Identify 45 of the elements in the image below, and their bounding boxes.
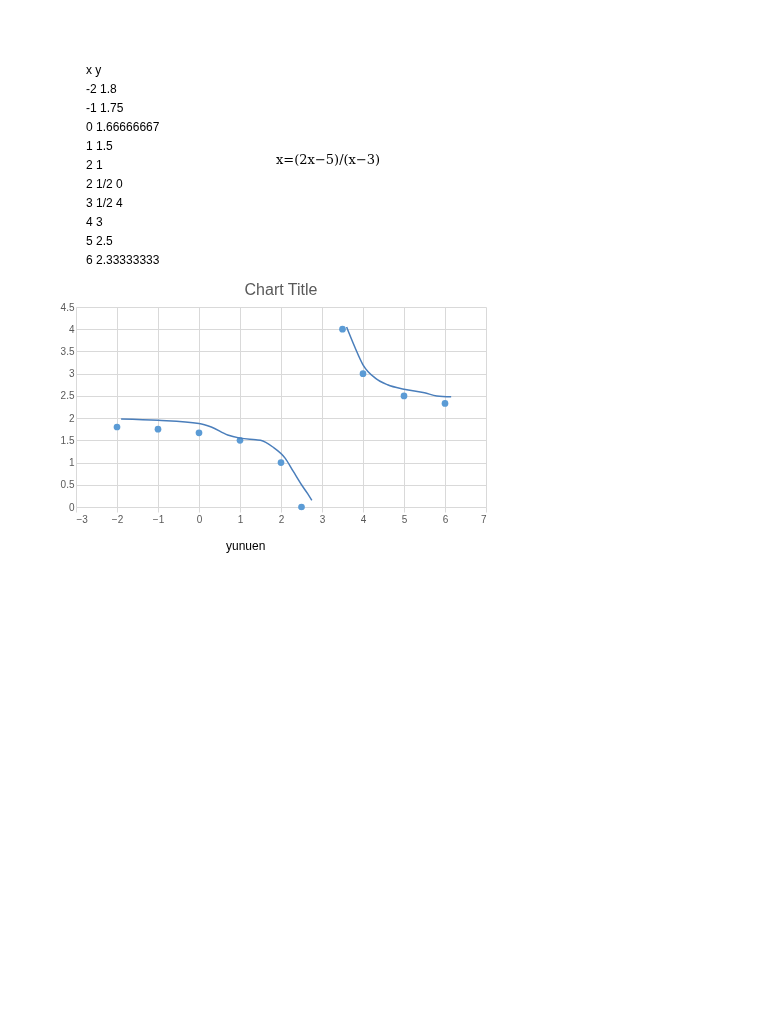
point (441, 400, 449, 407)
text: -1 1.75 (86, 100, 124, 115)
y-tick-label: 4 (68, 323, 75, 335)
x-tick-label: 7 (480, 513, 487, 525)
x-tick-label: −1 (152, 513, 165, 525)
chart-title: Chart Title (244, 281, 318, 298)
point (400, 392, 408, 400)
text: 0 1.66666667 (86, 119, 160, 134)
x-tick-label: 3 (319, 513, 326, 525)
x-tick-label: 2 (278, 513, 285, 525)
x-tick-label: 6 (442, 513, 449, 525)
point (277, 459, 285, 466)
point (359, 370, 367, 378)
text: 3 1/2 4 (86, 196, 124, 211)
y-tick-label: 1 (68, 457, 75, 469)
y-tick-label: 2.5 (60, 390, 75, 402)
y-tick-label: 4.5 (60, 301, 75, 313)
y-tick-label: 0 (68, 501, 75, 513)
x-tick-label: −2 (111, 513, 124, 525)
line-series (120, 418, 313, 502)
text: x y (86, 62, 102, 77)
y-tick-label: 0.5 (60, 479, 75, 491)
point (195, 429, 203, 437)
text: yunuen (226, 539, 266, 553)
text: x=(2x−5)/(x−3) (276, 152, 381, 167)
text: -2 1.8 (86, 81, 118, 96)
x-tick-label: 1 (237, 513, 244, 525)
text: 6 2.33333333 (86, 253, 160, 268)
x-tick-label: −3 (76, 513, 89, 525)
text: 5 2.5 (86, 234, 114, 249)
text: 4 3 (86, 215, 104, 230)
point (298, 503, 305, 511)
x-tick-label: 4 (360, 513, 367, 525)
x-tick-label: 0 (196, 513, 203, 525)
x-tick-label: 5 (401, 513, 408, 525)
text: 2 1/2 0 (86, 177, 124, 192)
point (154, 425, 162, 433)
y-tick-label: 3 (68, 368, 75, 380)
text: 1 1.5 (86, 138, 114, 153)
text: 2 1 (86, 158, 104, 172)
y-tick-label: 2 (68, 412, 75, 424)
y-tick-label: 3.5 (60, 345, 75, 357)
y-tick-label: 1.5 (60, 434, 75, 446)
point (113, 423, 121, 431)
point (339, 325, 346, 333)
